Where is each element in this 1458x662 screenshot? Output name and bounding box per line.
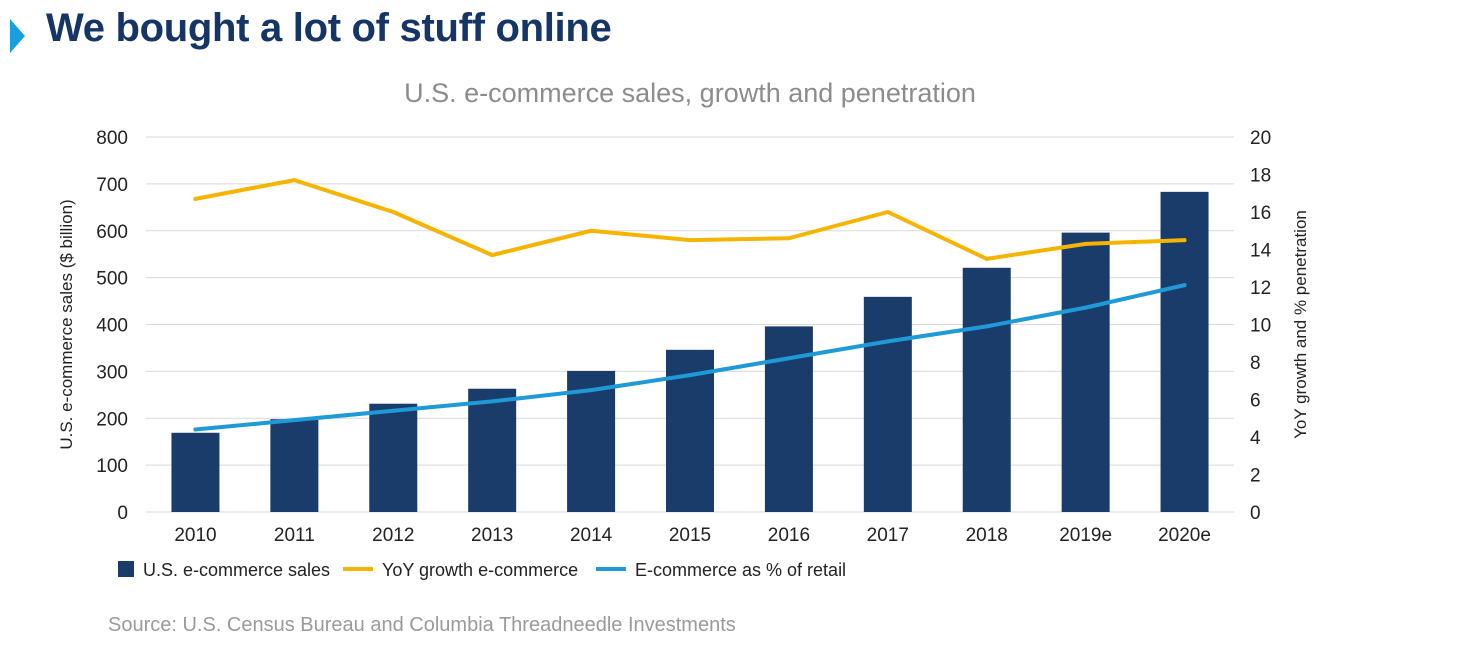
bar-2012 <box>369 403 418 512</box>
growth-point-2013 <box>490 253 495 258</box>
growth-point-2010 <box>193 196 198 201</box>
growth-point-2018 <box>984 256 989 261</box>
penetration-point-2018 <box>984 324 989 329</box>
growth-line <box>193 178 1187 261</box>
y2-tick-label: 4 <box>1250 428 1261 449</box>
bar-2020e <box>1160 191 1209 512</box>
y-tick-label: 200 <box>96 409 128 430</box>
legend-label-penetration: E-commerce as % of retail <box>635 560 846 580</box>
x-tick-label: 2020e <box>1158 525 1211 546</box>
x-tick-label: 2019e <box>1059 525 1112 546</box>
bar-2011 <box>270 419 319 512</box>
bar-2019e <box>1061 232 1110 512</box>
penetration-point-2015 <box>688 373 692 378</box>
growth-point-2011 <box>292 178 297 183</box>
bar-2017 <box>863 296 912 512</box>
x-tick-label: 2010 <box>174 525 216 546</box>
growth-point-2015 <box>688 238 692 243</box>
growth-point-2017 <box>885 210 890 214</box>
y2-tick-label: 16 <box>1250 203 1271 224</box>
x-tick-label: 2012 <box>372 525 414 546</box>
x-tick-label: 2017 <box>867 525 909 546</box>
y-tick-label: 700 <box>96 175 128 196</box>
bar-2013 <box>468 388 517 512</box>
x-tick-label: 2016 <box>768 525 810 546</box>
y2-tick-label: 12 <box>1250 278 1271 299</box>
y-tick-label: 400 <box>96 316 128 337</box>
y2-tick-label: 20 <box>1250 128 1271 149</box>
penetration-point-2013 <box>490 399 495 404</box>
y2-axis-title: YoY growth and % penetration <box>1291 210 1310 439</box>
y2-tick-label: 2 <box>1250 466 1261 487</box>
bar-2014 <box>567 370 616 512</box>
header-arrow-icon <box>10 19 25 53</box>
y-tick-label: 500 <box>96 269 128 290</box>
x-tick-label: 2013 <box>471 525 513 546</box>
y-tick-label: 600 <box>96 222 128 243</box>
growth-point-2020e <box>1182 238 1187 243</box>
penetration-point-2019e <box>1083 305 1088 310</box>
y-tick-label: 300 <box>96 362 128 383</box>
y2-tick-label: 6 <box>1250 391 1261 412</box>
penetration-point-2010 <box>193 427 198 432</box>
y2-tick-label: 18 <box>1250 166 1271 187</box>
x-tick-label: 2011 <box>274 525 315 546</box>
penetration-point-2016 <box>786 356 791 361</box>
legend-label-growth: YoY growth e-commerce <box>382 560 578 580</box>
y2-tick-label: 10 <box>1250 316 1271 337</box>
y-tick-label: 100 <box>96 456 128 477</box>
x-tick-label: 2018 <box>966 525 1008 546</box>
penetration-point-2011 <box>292 418 297 423</box>
penetration-point-2012 <box>391 408 396 413</box>
bar-2018 <box>962 267 1011 512</box>
penetration-point-2020e <box>1182 283 1187 288</box>
growth-point-2019e <box>1083 241 1088 246</box>
penetration-point-2014 <box>589 388 594 393</box>
growth-point-2012 <box>391 210 396 214</box>
x-tick-label: 2015 <box>669 525 711 546</box>
source-note: Source: U.S. Census Bureau and Columbia … <box>108 614 736 636</box>
y-tick-label: 0 <box>117 503 128 524</box>
y2-tick-label: 0 <box>1250 503 1261 524</box>
growth-point-2016 <box>786 236 791 241</box>
x-tick-label: 2014 <box>570 525 613 546</box>
legend-swatch-sales <box>118 561 134 577</box>
legend-label-sales: U.S. e-commerce sales <box>143 560 330 580</box>
chart-title: U.S. e-commerce sales, growth and penetr… <box>404 78 976 108</box>
growth-point-2014 <box>589 228 594 233</box>
y2-tick-label: 14 <box>1250 241 1272 262</box>
y-axis-title: U.S. e-commerce sales ($ billion) <box>57 199 76 449</box>
y2-tick-label: 8 <box>1250 353 1261 374</box>
header: We bought a lot of stuff online <box>0 6 1458 58</box>
page-title: We bought a lot of stuff online <box>46 6 612 50</box>
y-tick-label: 800 <box>96 128 128 149</box>
penetration-point-2017 <box>885 339 890 344</box>
bar-2010 <box>171 432 220 512</box>
